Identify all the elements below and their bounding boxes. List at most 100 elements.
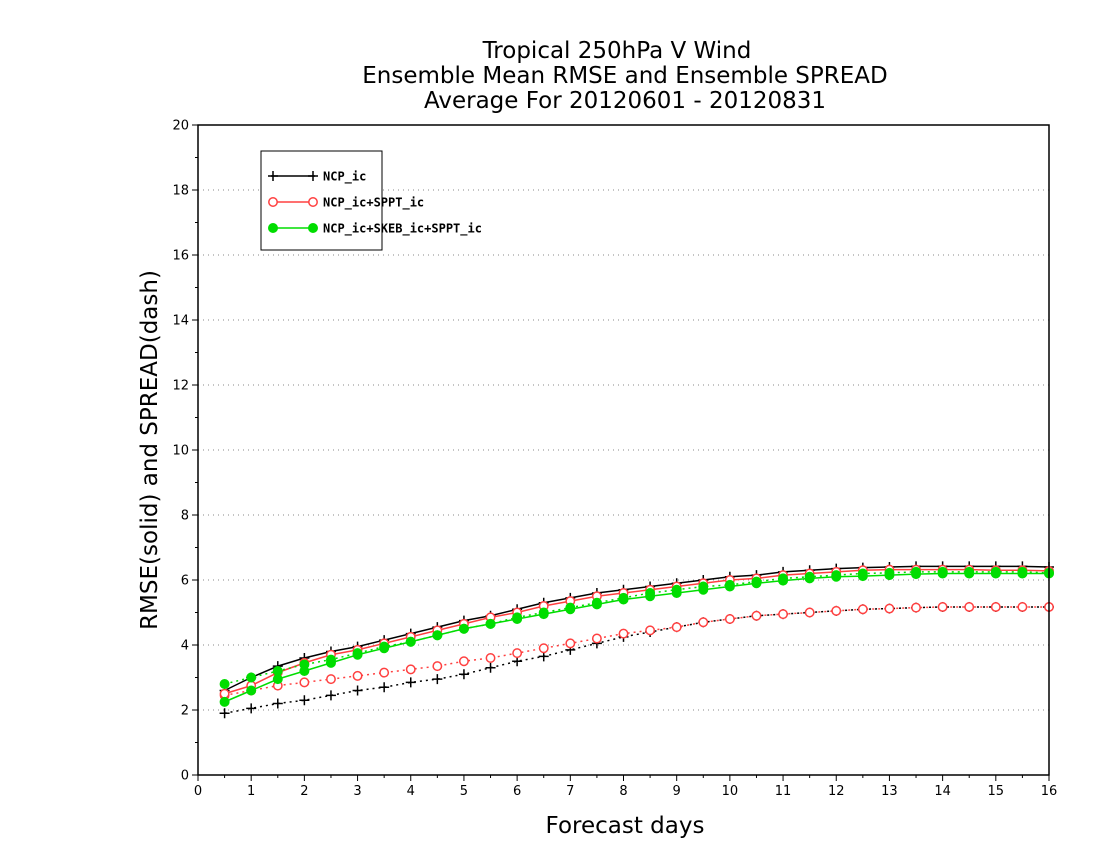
spread-point [219, 679, 230, 689]
x-tick-label: 5 [460, 784, 468, 799]
y-tick-label: 14 [172, 314, 189, 329]
y-tick-label: 12 [172, 379, 189, 394]
spread-point [458, 669, 469, 680]
chart-title: Tropical 250hPa V Wind Ensemble Mean RMS… [362, 38, 887, 114]
spread-point [1017, 602, 1028, 612]
x-tick-label: 7 [566, 784, 574, 799]
rmse-point [432, 630, 443, 641]
spread-point [937, 602, 948, 612]
legend-marker-start [268, 223, 278, 233]
x-tick-label: 3 [353, 784, 361, 799]
y-tick-label: 18 [172, 184, 189, 199]
rmse-point [831, 571, 842, 582]
rmse-point [246, 685, 257, 696]
x-tick-label: 14 [934, 784, 951, 799]
x-tick-label: 12 [828, 784, 845, 799]
y-tick-label: 4 [181, 639, 189, 654]
rmse-point [671, 588, 682, 598]
legend-marker-end [308, 171, 318, 181]
y-tick-label: 16 [172, 249, 189, 264]
rmse-point [964, 568, 975, 579]
spread-point [565, 638, 576, 649]
spread-point [512, 648, 523, 659]
rmse-point [538, 609, 549, 620]
y-tick-label: 2 [181, 704, 189, 719]
title-line-1: Tropical 250hPa V Wind [482, 38, 752, 64]
spread-point [804, 607, 815, 618]
title-line-3: Average For 20120601 - 20120831 [424, 88, 826, 114]
rmse-point [379, 643, 390, 654]
spread-point [405, 664, 416, 675]
y-tick-label: 20 [172, 119, 189, 134]
x-tick-label: 13 [881, 784, 898, 799]
legend-label: NCP_ic+SPPT_ic [323, 196, 424, 211]
spread-point [884, 603, 895, 614]
y-tick-label: 10 [172, 444, 189, 459]
rmse-point [937, 568, 948, 579]
spread-point [857, 604, 868, 615]
x-tick-label: 11 [775, 784, 792, 799]
y-tick-label: 8 [181, 509, 189, 524]
legend-marker-end [308, 223, 318, 233]
rmse-point [565, 604, 576, 615]
spread-point [299, 695, 310, 706]
rmse-point [911, 569, 922, 580]
legend-label: NCP_ic [323, 170, 366, 185]
x-tick-label: 4 [407, 784, 415, 799]
legend-marker-end [308, 197, 318, 207]
rmse-point [698, 584, 709, 595]
series-2 [219, 566, 1054, 707]
y-tick-label: 6 [181, 574, 189, 589]
rmse-point [352, 649, 363, 660]
rmse-point [485, 618, 496, 629]
rmse-point [751, 578, 762, 589]
grid [198, 189, 1049, 711]
spread-point [538, 643, 549, 654]
rmse-point [804, 573, 815, 584]
rmse-point [299, 666, 310, 676]
spread-point [591, 633, 602, 644]
rmse-point [1017, 568, 1028, 579]
spread-point [751, 610, 762, 621]
x-tick-label: 2 [300, 784, 308, 799]
rmse-point [325, 657, 336, 668]
x-tick-label: 16 [1041, 784, 1058, 799]
x-tick-label: 15 [988, 784, 1005, 799]
spread-point [990, 602, 1001, 612]
spread-point [964, 602, 975, 612]
spread-point [379, 667, 390, 678]
spread-point [299, 677, 310, 688]
spread-point [379, 682, 390, 693]
series-layer [219, 561, 1054, 719]
spread-point [485, 662, 496, 673]
series-1 [219, 564, 1054, 701]
rmse-point [219, 696, 230, 707]
x-tick-label: 10 [722, 784, 739, 799]
rmse-point [645, 591, 656, 602]
x-axis-label: Forecast days [546, 813, 705, 839]
rmse-point [724, 581, 735, 592]
legend-marker-start [268, 197, 278, 207]
spread-point [325, 690, 336, 701]
x-tick-label: 8 [619, 784, 627, 799]
x-tick-label: 9 [673, 784, 681, 799]
spread-point [618, 628, 629, 639]
legend-label: NCP_ic+SKEB_ic+SPPT_ic [323, 222, 482, 237]
x-tick-label: 6 [513, 784, 521, 799]
x-tick-label: 1 [247, 784, 255, 799]
rmse-point [778, 575, 789, 586]
rmse-line [224, 572, 1049, 703]
spread-point [272, 698, 283, 709]
spread-point [778, 609, 789, 620]
rmse-point [458, 623, 469, 634]
rmse-point [512, 614, 523, 624]
spread-point [352, 670, 363, 681]
rmse-point [857, 571, 868, 582]
rmse-point [884, 570, 895, 581]
spread-point [698, 617, 709, 628]
rmse-line [224, 565, 1050, 692]
spread-point [405, 677, 416, 688]
rmse-point [591, 599, 602, 610]
